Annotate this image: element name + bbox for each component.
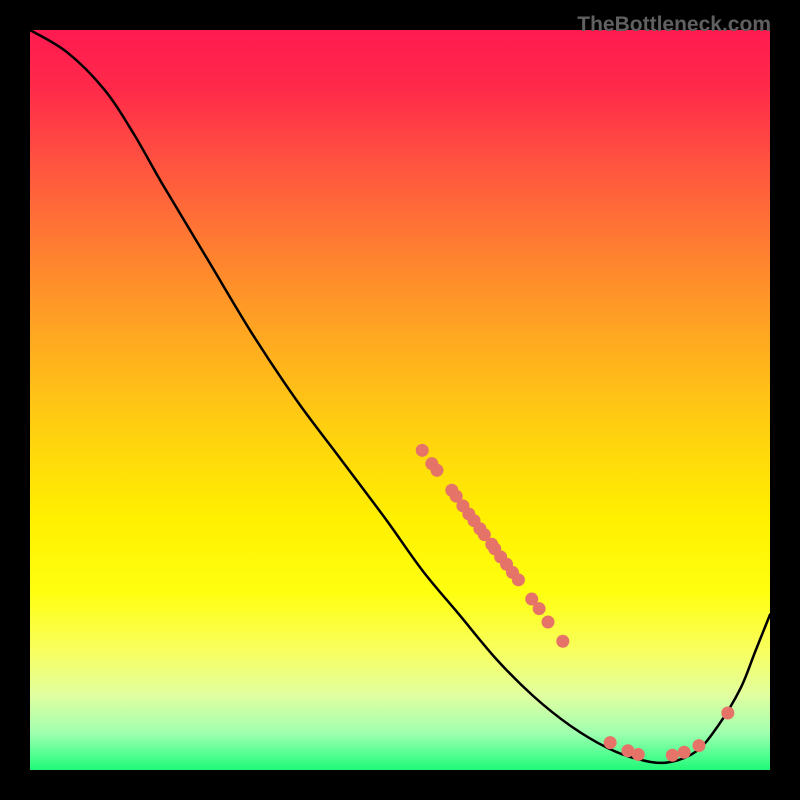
data-marker bbox=[556, 635, 569, 648]
data-marker bbox=[431, 464, 444, 477]
data-marker bbox=[533, 602, 546, 615]
bottleneck-chart bbox=[30, 30, 770, 770]
data-marker bbox=[632, 748, 645, 761]
attribution-label: TheBottleneck.com bbox=[577, 13, 771, 37]
data-marker bbox=[692, 739, 705, 752]
plot-area bbox=[30, 30, 770, 770]
data-marker bbox=[604, 736, 617, 749]
data-marker bbox=[678, 746, 691, 759]
chart-background bbox=[30, 30, 770, 770]
data-marker bbox=[721, 707, 734, 720]
chart-container: TheBottleneck.com bbox=[15, 15, 785, 785]
data-marker bbox=[542, 616, 555, 629]
data-marker bbox=[416, 444, 429, 457]
data-marker bbox=[512, 573, 525, 586]
data-marker bbox=[666, 749, 679, 762]
